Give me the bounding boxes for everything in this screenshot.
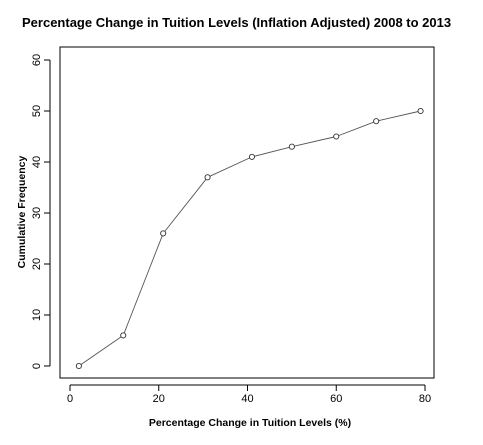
series-group xyxy=(75,107,424,370)
series-line-segment xyxy=(291,136,337,148)
y-tick-label: 50 xyxy=(31,105,43,117)
y-tick-label: 10 xyxy=(31,309,43,321)
data-point xyxy=(75,362,82,370)
x-tick-label: 80 xyxy=(419,393,431,405)
y-tick-label: 30 xyxy=(31,207,43,219)
x-tick-label: 60 xyxy=(330,393,342,405)
series-line-segment xyxy=(336,120,377,137)
y-tick-label: 40 xyxy=(31,156,43,168)
data-point xyxy=(120,332,127,339)
series-line-segment xyxy=(207,156,253,178)
plot-frame xyxy=(59,46,435,379)
series-line-segment xyxy=(162,177,208,234)
x-axis-label: Percentage Change in Tuition Levels (%) xyxy=(149,417,351,429)
series-line-segment xyxy=(376,110,421,122)
series-line-segment xyxy=(251,146,292,158)
x-axis: 0 20 40 60 80 xyxy=(67,384,431,405)
data-point xyxy=(204,174,211,181)
data-point xyxy=(160,230,167,237)
data-point xyxy=(373,118,380,125)
chart-title: Percentage Change in Tuition Levels (Inf… xyxy=(22,15,451,30)
data-point xyxy=(333,133,340,140)
x-tick-label: 0 xyxy=(67,393,73,405)
y-axis: 0 10 20 30 40 50 60 xyxy=(31,54,51,369)
data-point xyxy=(417,107,424,115)
data-point xyxy=(248,153,255,160)
y-tick-label: 60 xyxy=(31,54,43,66)
y-tick-label: 20 xyxy=(31,258,43,270)
series-line-segment xyxy=(78,335,124,367)
data-point xyxy=(288,143,295,150)
x-tick-label: 40 xyxy=(241,393,253,405)
y-tick-label: 0 xyxy=(31,363,43,369)
y-axis-label: Cumulative Frequency xyxy=(16,156,28,269)
series-line-segment xyxy=(122,233,164,336)
x-tick-label: 20 xyxy=(153,393,165,405)
